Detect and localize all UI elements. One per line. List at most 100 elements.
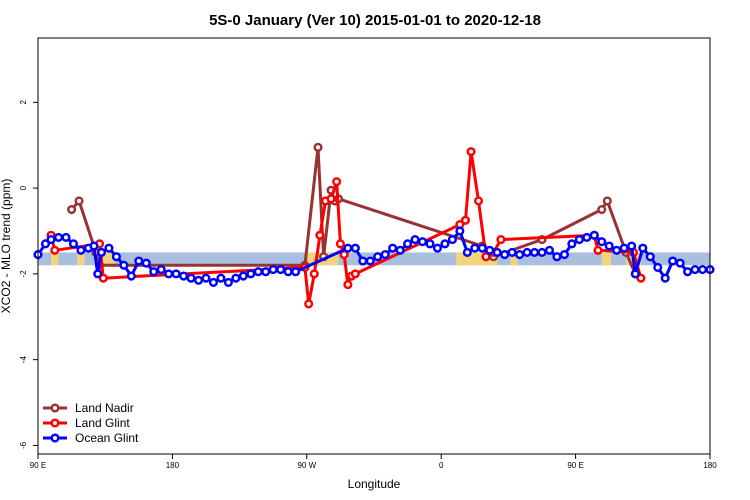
ocean-glint-point — [582, 232, 592, 242]
legend-ocean-glint-marker — [50, 433, 60, 443]
ocean-glint-point — [201, 273, 211, 283]
ocean-glint-point — [619, 243, 629, 253]
land-glint-point — [335, 239, 345, 249]
land-glint-point — [315, 230, 325, 240]
land-glint-point — [98, 273, 108, 283]
ocean-glint-point — [515, 250, 525, 260]
ocean-glint-point — [365, 256, 375, 266]
ocean-glint-point — [380, 250, 390, 260]
plot-frame — [37, 37, 711, 455]
y-axis: 2 0 -2 -4 -6 — [19, 100, 38, 449]
x-tick-label: 90 E — [30, 461, 46, 470]
ocean-glint-point — [291, 267, 301, 277]
ocean-glint-point — [500, 250, 510, 260]
legend-land-nadir-marker — [50, 403, 60, 413]
ocean-glint-point — [40, 239, 51, 249]
ocean-glint-point — [93, 269, 103, 279]
ocean-glint-point — [238, 271, 248, 281]
ocean-glint-point — [134, 256, 144, 266]
ocean-glint-point — [111, 252, 121, 262]
ocean-glint-point — [53, 232, 64, 242]
ocean-glint-point — [683, 267, 693, 277]
ocean-glint-point — [96, 247, 107, 257]
ocean-glint-point — [660, 273, 670, 283]
ocean-glint-point — [253, 267, 263, 277]
ocean-glint-point — [395, 245, 405, 255]
legend-land-glint-label: Land Glint — [75, 416, 130, 430]
legend-land-nadir-label: Land Nadir — [75, 401, 134, 415]
ocean-glint-point — [358, 256, 368, 266]
ocean-glint-point — [485, 245, 495, 255]
ocean-glint-point — [522, 247, 532, 257]
land-band-segment — [77, 252, 85, 266]
land-band-segment — [51, 252, 59, 266]
land-glint-point — [636, 273, 646, 283]
ocean-glint-point — [268, 265, 278, 275]
y-tick-label: -2 — [19, 270, 28, 278]
ocean-glint-point — [179, 271, 189, 281]
land-nadir-point — [597, 204, 607, 215]
ocean-glint-point — [283, 267, 293, 277]
ocean-glint-point — [193, 275, 204, 285]
ocean-glint-point — [46, 235, 56, 245]
ocean-glint-point — [164, 269, 174, 279]
ocean-glint-point — [638, 243, 648, 253]
ocean-glint-point — [89, 241, 99, 251]
land-glint-point — [350, 269, 360, 279]
ocean-glint-point — [276, 265, 286, 275]
land-glint-point — [309, 269, 319, 279]
ocean-glint-point — [149, 267, 159, 277]
ocean-glint-point — [529, 247, 540, 257]
ocean-glint-point — [126, 271, 136, 281]
land-glint-point — [466, 147, 476, 157]
land-glint-point — [460, 215, 471, 225]
land-nadir-point — [602, 196, 612, 206]
ocean-glint-point — [668, 256, 678, 266]
y-axis-label: XCO2 - MLO trend (ppm) — [0, 179, 13, 314]
land-band-segment — [101, 252, 115, 266]
y-tick-label: -4 — [19, 356, 28, 364]
ocean-glint-point — [589, 230, 599, 240]
ocean-glint-point — [627, 241, 637, 251]
ocean-glint-point — [61, 232, 71, 242]
land-glint-point — [50, 245, 60, 255]
ocean-glint-point — [76, 245, 86, 255]
series-layer — [33, 142, 715, 309]
ocean-glint-point — [216, 273, 226, 283]
legend-ocean-glint-label: Ocean Glint — [75, 431, 139, 445]
x-tick-label: 180 — [166, 461, 180, 470]
ocean-glint-point — [507, 247, 517, 257]
ocean-glint-point — [156, 265, 166, 275]
ocean-glint-point — [403, 239, 413, 249]
ocean-glint-point — [186, 273, 196, 283]
x-tick-label: 90 W — [297, 461, 316, 470]
ocean-glint-point — [417, 237, 428, 247]
ocean-glint-point — [630, 269, 640, 279]
ocean-glint-point — [597, 237, 607, 247]
ocean-glint-point — [462, 247, 472, 257]
ocean-glint-point — [246, 269, 256, 279]
y-tick-label: 0 — [19, 185, 28, 190]
ocean-glint-point — [119, 260, 129, 270]
x-tick-label: 0 — [439, 461, 444, 470]
ocean-glint-point — [343, 243, 353, 253]
ocean-glint-point — [350, 243, 360, 253]
ocean-glint-point — [645, 252, 655, 262]
ocean-glint-point — [425, 239, 435, 249]
ocean-glint-point — [261, 267, 271, 277]
ocean-glint-point — [455, 226, 465, 236]
ocean-glint-point — [477, 243, 487, 253]
land-nadir-point — [74, 196, 84, 206]
land-glint-point — [326, 194, 336, 204]
ocean-glint-point — [373, 252, 383, 262]
x-axis: 90 E 180 90 W 0 90 E 180 — [30, 454, 717, 470]
y-tick-label: -6 — [19, 441, 28, 449]
ocean-glint-point — [690, 265, 700, 275]
x-axis-label: Longitude — [348, 477, 401, 491]
ocean-glint-point — [440, 239, 450, 249]
land-glint-point — [304, 299, 314, 309]
ocean-glint-point — [208, 277, 219, 288]
land-glint-point — [481, 252, 491, 262]
